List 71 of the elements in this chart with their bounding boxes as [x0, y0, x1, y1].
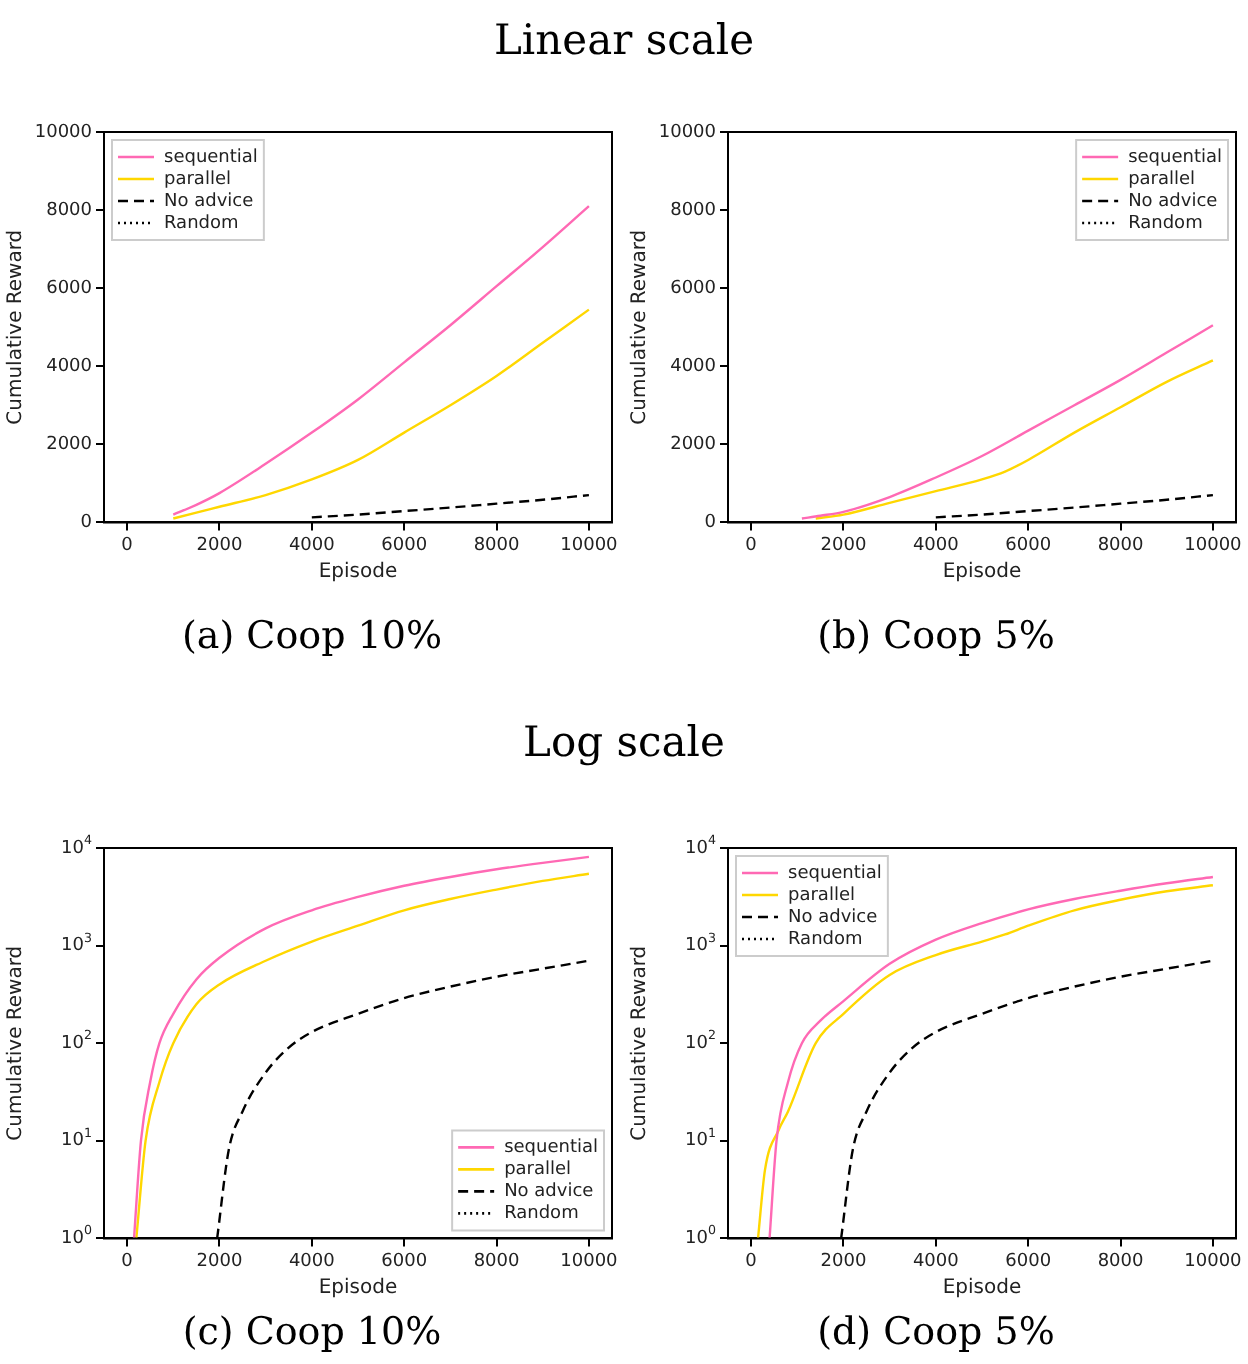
y-tick-label: 8000 — [46, 200, 93, 221]
x-tick-label: 10000 — [560, 1251, 619, 1272]
y-axis-title: Cumulative Reward — [5, 229, 28, 425]
chart-title: Linear scale — [491, 14, 757, 68]
legend-label: Random — [164, 213, 239, 234]
line-series — [814, 359, 1215, 520]
legend-label: No advice — [1128, 191, 1219, 212]
legend-label: No advice — [504, 1182, 595, 1203]
y-tick-label: 2000 — [46, 435, 93, 456]
x-tick-label: 10000 — [560, 535, 619, 556]
x-axis-title: Episode — [318, 561, 398, 584]
x-tick-label: 8000 — [1097, 1251, 1144, 1272]
x-tick-label: 8000 — [473, 1251, 520, 1272]
x-tick-label: 4000 — [912, 535, 960, 556]
y-tick-label: 6000 — [670, 278, 717, 299]
legend-label: sequential — [1128, 147, 1223, 168]
x-axis-title: Episode — [942, 1277, 1022, 1300]
text: (d) Coop 5% — [815, 1308, 1057, 1358]
y-tick-label: 0 — [704, 513, 717, 534]
x-tick-label: 4000 — [288, 535, 336, 556]
legend-label: No advice — [788, 907, 879, 928]
x-axis-title: Episode — [318, 1277, 398, 1300]
legend-label: Random — [1128, 213, 1203, 234]
line-series — [934, 493, 1215, 519]
text: (b) Coop 5% — [815, 612, 1057, 662]
legend-label: parallel — [788, 885, 855, 906]
y-axis-title: Cumulative Reward — [629, 229, 652, 425]
y-axis-title: Cumulative Reward — [5, 945, 28, 1141]
x-tick-label: 2000 — [196, 1251, 243, 1272]
x-tick-label: 10000 — [1184, 535, 1243, 556]
y-tick-label: 2000 — [670, 435, 717, 456]
y-tick-label: 10000 — [658, 122, 717, 143]
text: (c) Coop 10% — [180, 1308, 444, 1358]
y-tick-label: 4000 — [670, 356, 717, 377]
legend-label: parallel — [164, 169, 231, 190]
legend-label: sequential — [164, 147, 258, 168]
x-axis-title: Episode — [942, 561, 1022, 584]
x-tick-label: 0 — [745, 1251, 758, 1272]
chart-title: Log scale — [521, 716, 727, 770]
x-tick-label: 6000 — [1005, 1251, 1052, 1272]
x-tick-label: 2000 — [820, 535, 867, 556]
legend-label: No advice — [164, 191, 255, 212]
y-tick-label: 10000 — [34, 122, 93, 143]
x-tick-label: 8000 — [473, 535, 520, 556]
y-tick-label: 6000 — [46, 278, 93, 299]
line-series — [172, 308, 591, 520]
legend-label: sequential — [504, 1138, 599, 1159]
x-tick-label: 0 — [121, 1251, 134, 1272]
y-tick-label: 8000 — [670, 200, 717, 221]
y-tick-label: 0 — [80, 513, 93, 534]
line-series — [800, 324, 1215, 520]
legend-label: parallel — [1128, 169, 1196, 190]
legend-label: Random — [788, 929, 863, 950]
x-tick-label: 6000 — [381, 1251, 428, 1272]
x-tick-label: 4000 — [288, 1251, 336, 1272]
x-tick-label: 8000 — [1097, 535, 1144, 556]
x-tick-label: 6000 — [1005, 535, 1052, 556]
y-tick-label: 4000 — [46, 356, 93, 377]
x-tick-label: 6000 — [381, 535, 428, 556]
x-tick-label: 0 — [121, 535, 134, 556]
line-series — [310, 493, 591, 519]
text: (a) Coop 10% — [179, 612, 445, 662]
y-axis-title: Cumulative Reward — [629, 945, 652, 1141]
x-tick-label: 0 — [745, 535, 758, 556]
legend-label: parallel — [504, 1160, 572, 1181]
x-tick-label: 4000 — [912, 1251, 960, 1272]
x-tick-label: 10000 — [1184, 1251, 1243, 1272]
x-tick-label: 2000 — [196, 535, 243, 556]
legend-label: sequential — [788, 863, 882, 884]
legend-label: Random — [504, 1204, 579, 1225]
x-tick-label: 2000 — [820, 1251, 867, 1272]
